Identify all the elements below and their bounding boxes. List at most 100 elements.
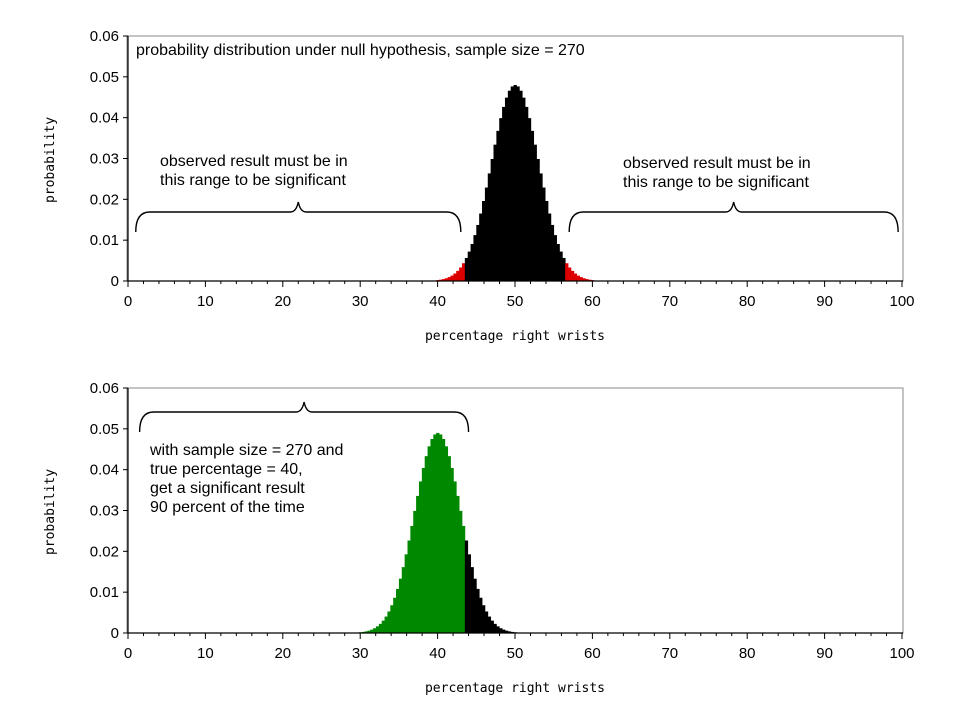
probability-bar: [525, 106, 529, 281]
probability-bar: [401, 567, 406, 633]
probability-bar: [421, 468, 426, 633]
y-tick-label: 0: [111, 273, 119, 290]
x-tick-label: 20: [274, 293, 291, 310]
probability-bar: [513, 85, 517, 281]
probability-bar: [441, 279, 446, 281]
probability-bar: [441, 438, 446, 633]
probability-bar: [390, 605, 394, 633]
y-tick-label: 0.05: [90, 421, 119, 438]
x-tick-label: 40: [429, 293, 446, 310]
probability-bar: [519, 90, 523, 281]
probability-bar: [364, 631, 368, 633]
x-tick-label: 0: [124, 293, 132, 310]
probability-bar: [565, 263, 569, 281]
brace: [138, 401, 470, 433]
probability-bar: [444, 446, 449, 633]
probability-bar: [464, 540, 469, 633]
probability-bar: [470, 567, 474, 633]
probability-bar: [450, 275, 454, 281]
probability-bar: [504, 630, 509, 633]
probability-bar: [476, 224, 480, 281]
annotation-line-1: with sample size = 270 and: [149, 442, 343, 459]
plot-frame: [126, 387, 904, 634]
probability-bar: [559, 251, 563, 281]
probability-bar: [476, 588, 480, 633]
x-axis-label: percentage right wrists: [425, 681, 605, 696]
x-tick-label: 50: [507, 293, 524, 310]
probability-bar: [493, 623, 497, 633]
null-distribution-chart: 0 0.01 0.02 0.03 0.04 0.05 0.06 0 10 20 30 40 50 60 70…: [43, 28, 915, 344]
probability-bar: [393, 597, 397, 633]
probability-bar: [482, 605, 486, 633]
annotation-line-2: true percentage = 40,: [150, 461, 303, 478]
probability-bar: [430, 438, 434, 633]
y-tick-label: 0.03: [90, 151, 119, 168]
y-tick-label: 0.01: [90, 584, 119, 601]
probability-bar: [396, 588, 400, 633]
probability-bar: [556, 243, 560, 281]
probability-bar: [381, 620, 385, 633]
probability-bar: [459, 267, 463, 281]
x-tick-label: 30: [352, 293, 369, 310]
x-tick-label: 10: [197, 645, 214, 662]
probability-bar: [479, 597, 483, 633]
probability-bar: [450, 468, 454, 633]
probability-bar: [539, 173, 543, 281]
probability-bar: [490, 620, 494, 633]
y-tick-label: 0.03: [90, 503, 119, 520]
probability-bar: [459, 510, 463, 633]
probability-bar: [456, 495, 460, 633]
probability-bar: [499, 628, 503, 633]
probability-bar: [387, 611, 391, 633]
probability-bar: [570, 270, 575, 281]
probability-bar: [576, 275, 580, 281]
probability-bar: [461, 525, 466, 633]
probability-bar: [384, 616, 388, 633]
brace: [568, 201, 899, 233]
probability-bar: [502, 106, 506, 281]
axes: 0 0.01 0.02 0.03 0.04 0.05 0.06 0 10 20 30 40 50 60 70…: [90, 28, 915, 310]
distribution-bars: [436, 85, 595, 282]
probability-bar: [482, 201, 486, 281]
probability-bar: [416, 495, 420, 633]
probability-bar: [464, 257, 469, 281]
annotation-line-4: 90 percent of the time: [150, 499, 305, 516]
brace-label-left-line-1: observed result must be in: [160, 153, 348, 170]
probability-bar: [436, 432, 440, 633]
axes: 0 0.01 0.02 0.03 0.04 0.05 0.06 0 10 20 30 40 50 60 70…: [90, 380, 915, 662]
probability-bar: [484, 611, 489, 633]
probability-bar: [568, 267, 572, 281]
probability-bar: [378, 623, 383, 633]
probability-bar: [536, 158, 540, 281]
chart-title: probability distribution under null hypo…: [136, 42, 585, 59]
x-tick-label: 90: [816, 293, 833, 310]
probability-bar: [582, 278, 586, 281]
probability-bar: [502, 629, 506, 633]
y-tick-label: 0.04: [90, 110, 119, 127]
probability-bar: [453, 481, 457, 633]
probability-bar: [527, 118, 532, 281]
y-tick-label: 0.04: [90, 462, 119, 479]
x-tick-label: 50: [507, 645, 524, 662]
probability-bar: [496, 626, 500, 633]
probability-bar: [398, 578, 403, 633]
x-tick-label: 30: [352, 645, 369, 662]
x-tick-label: 90: [816, 645, 833, 662]
brace: [135, 201, 462, 233]
y-tick-label: 0.02: [90, 191, 119, 208]
probability-bar: [507, 631, 512, 633]
x-tick-label: 100: [889, 645, 914, 662]
probability-bar: [473, 235, 477, 281]
probability-bar: [410, 525, 414, 633]
x-axis-label: percentage right wrists: [425, 329, 605, 344]
probability-bar: [504, 97, 509, 282]
significance-braces: [135, 201, 899, 233]
y-axis-label: probability: [43, 117, 58, 203]
probability-bar: [433, 434, 437, 633]
probability-bar: [487, 616, 492, 633]
significance-braces: [138, 401, 470, 433]
x-tick-label: 60: [584, 645, 601, 662]
probability-bar: [404, 554, 408, 633]
probability-bar: [507, 90, 512, 281]
